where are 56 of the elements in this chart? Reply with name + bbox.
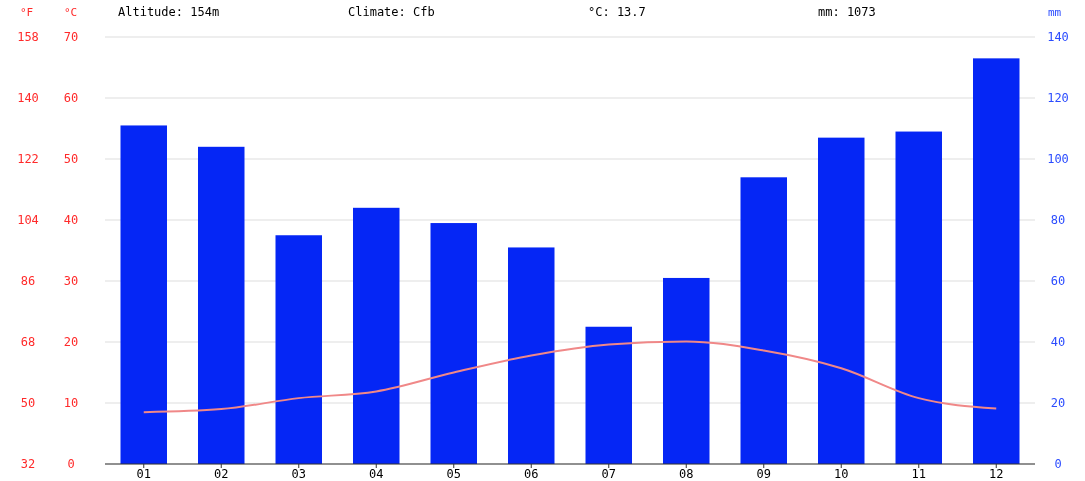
text: Climate: Cfb	[348, 5, 435, 19]
y2-tick-label: 20	[1050, 396, 1066, 410]
x-tick-label: 04	[369, 467, 384, 481]
y3-tick-label: 68	[20, 335, 36, 349]
bar	[973, 58, 1020, 464]
y-axis-title: °C	[64, 6, 78, 19]
y2-tick-label: 60	[1050, 274, 1066, 288]
y3-tick-label: 122	[17, 152, 39, 166]
x-tick-label: 02	[214, 467, 229, 481]
bar	[198, 146, 245, 464]
line-series	[142, 340, 998, 414]
y3-tick-label: 86	[20, 274, 36, 288]
bar	[585, 326, 632, 464]
bar	[895, 131, 942, 464]
y2-tick-label: 80	[1050, 213, 1066, 227]
x-tick-label: 11	[911, 467, 926, 481]
bar	[740, 177, 787, 464]
x-tick-label: 05	[446, 467, 461, 481]
bar	[508, 247, 555, 464]
bar	[430, 223, 477, 464]
y-tick-label: 0	[67, 457, 75, 471]
bar	[353, 207, 400, 464]
x-tick-label: 08	[679, 467, 694, 481]
y2-tick-label: 40	[1050, 335, 1066, 349]
bar	[275, 235, 322, 464]
x-tick-label: 01	[136, 467, 151, 481]
y-tick-label: 70	[63, 30, 79, 44]
x-tick-label: 07	[601, 467, 616, 481]
y-tick-label: 10	[63, 396, 79, 410]
y2-tick-label: 100	[1047, 152, 1069, 166]
y-tick-label: 20	[63, 335, 79, 349]
y3-tick-label: 50	[20, 396, 36, 410]
y3-tick-label: 158	[17, 30, 39, 44]
text: Altitude: 154m	[118, 5, 220, 19]
y3-tick-label: 104	[17, 213, 39, 227]
y-tick-label: 60	[63, 91, 79, 105]
text: mm: 1073	[818, 5, 876, 19]
x-tick-label: 09	[756, 467, 771, 481]
y3-axis-title: °F	[20, 6, 34, 19]
bar	[120, 125, 167, 464]
y2-axis-title: mm	[1048, 6, 1062, 19]
y-tick-label: 40	[63, 213, 79, 227]
y2-tick-label: 120	[1047, 91, 1069, 105]
x-tick-label: 03	[291, 467, 306, 481]
y2-tick-label: 140	[1047, 30, 1069, 44]
y3-tick-label: 32	[20, 457, 36, 471]
x-tick-label: 10	[834, 467, 849, 481]
x-tick-label: 06	[524, 467, 539, 481]
bar	[818, 137, 865, 464]
bar	[663, 277, 710, 464]
text: °C: 13.7	[588, 5, 646, 19]
x-tick-label: 12	[989, 467, 1004, 481]
y2-tick-label: 0	[1054, 457, 1062, 471]
y-tick-label: 30	[63, 274, 79, 288]
y3-tick-label: 140	[17, 91, 39, 105]
y-tick-label: 50	[63, 152, 79, 166]
